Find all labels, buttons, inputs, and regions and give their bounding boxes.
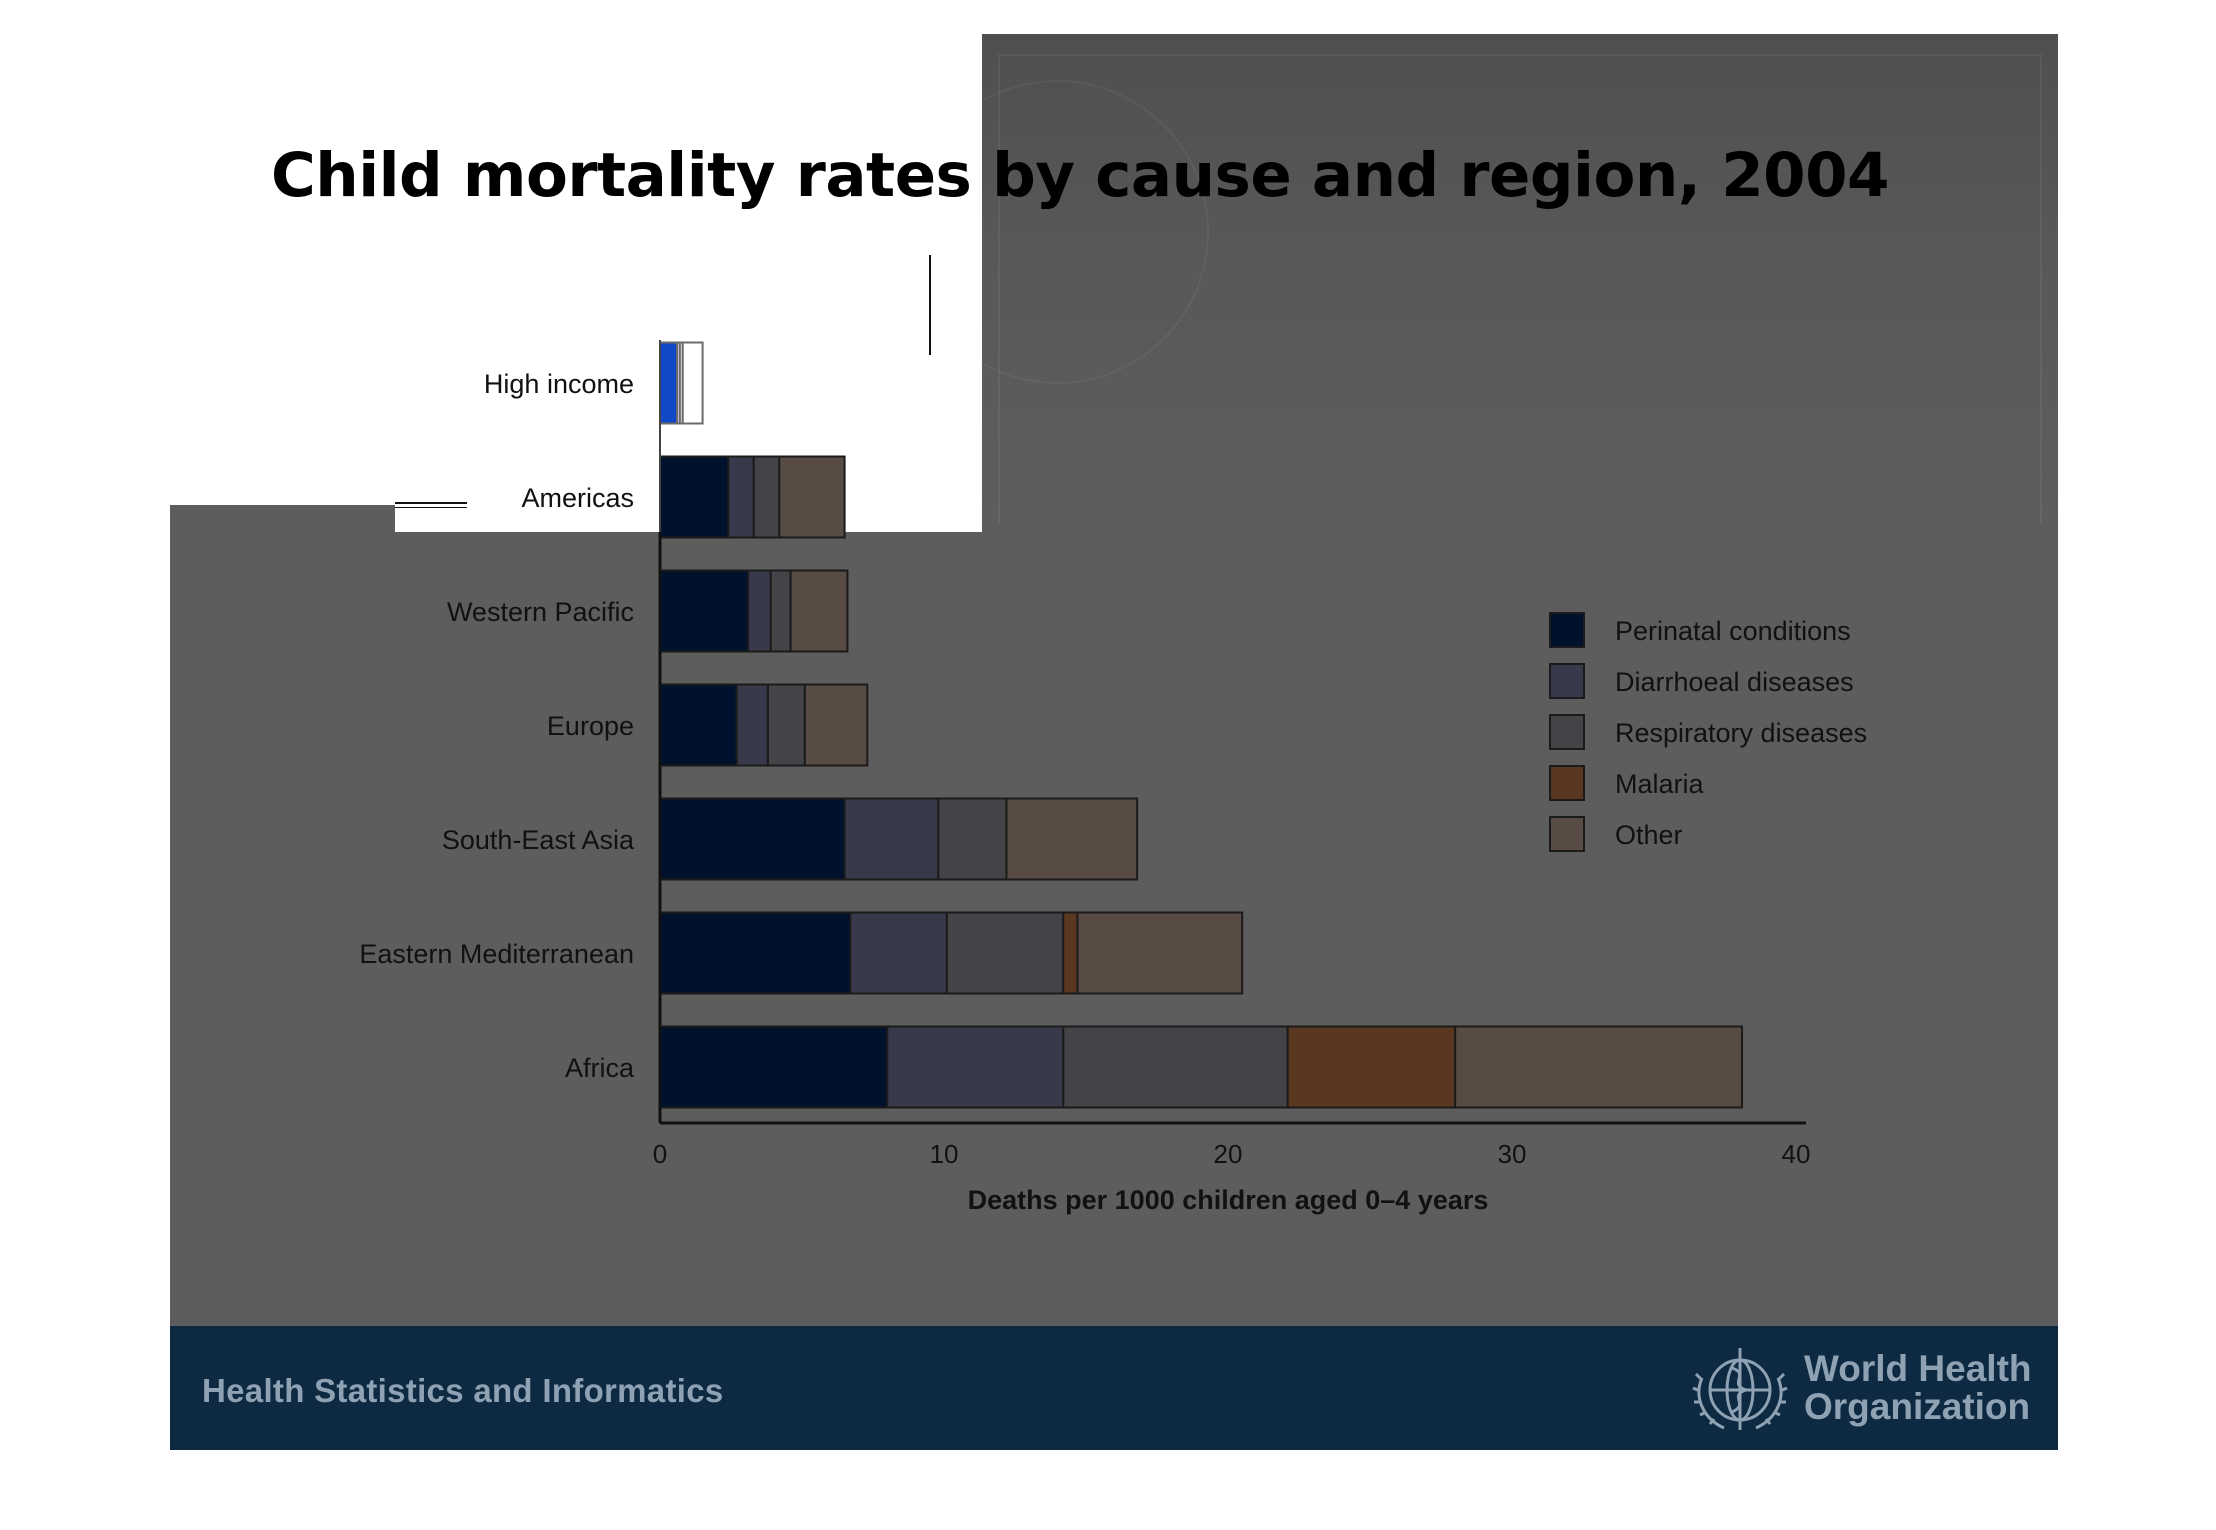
bar-segment xyxy=(659,341,679,425)
bar-segment xyxy=(769,569,792,653)
bar-segment xyxy=(1005,797,1139,881)
bar-segment xyxy=(747,569,772,653)
legend-swatch xyxy=(1549,765,1585,801)
bar-segment xyxy=(735,683,769,767)
who-name-line1: World Health xyxy=(1804,1348,2032,1389)
bar-segment xyxy=(789,569,849,653)
who-name: World Health Organization xyxy=(1804,1350,2032,1426)
bar-segment xyxy=(659,569,750,653)
x-tick-label: 40 xyxy=(1782,1139,1811,1169)
divider-line xyxy=(395,507,467,508)
who-name-line2: Organization xyxy=(1804,1386,2031,1427)
bar-segment xyxy=(778,455,846,539)
legend-label: Other xyxy=(1615,820,1683,850)
chart-bars: High income Americas Western Pacific Europe… xyxy=(359,341,1744,1109)
category-label: Africa xyxy=(565,1053,635,1083)
bar-segment xyxy=(752,455,781,539)
bar-segment xyxy=(659,1025,889,1109)
bar-segment xyxy=(1076,911,1244,995)
bar-segment xyxy=(1062,1025,1289,1109)
legend-label: Perinatal conditions xyxy=(1615,616,1851,646)
category-label: Eastern Mediterranean xyxy=(359,939,634,969)
divider-line xyxy=(395,502,467,504)
x-tick-label: 0 xyxy=(653,1139,667,1169)
white-overlay-notch xyxy=(930,352,982,532)
x-tick-label: 10 xyxy=(930,1139,959,1169)
legend-swatch xyxy=(1549,663,1585,699)
bar-segment xyxy=(937,797,1008,881)
legend-swatch xyxy=(1549,816,1585,852)
bar-segment xyxy=(945,911,1065,995)
who-emblem-icon xyxy=(1692,1348,1788,1430)
x-axis-title: Deaths per 1000 children aged 0–4 years xyxy=(968,1185,1489,1215)
page-title: Child mortality rates by cause and regio… xyxy=(271,140,1889,211)
footer-title: Health Statistics and Informatics xyxy=(202,1372,724,1409)
bar-segment xyxy=(886,1025,1065,1109)
bar-segment xyxy=(659,683,738,767)
bar-segment xyxy=(659,911,852,995)
chart-axis: 0 10 20 30 40 Deaths per 1000 children aged 0… xyxy=(653,340,1811,1215)
legend-label: Respiratory diseases xyxy=(1615,718,1867,748)
category-label: Americas xyxy=(521,483,634,513)
legend-swatch xyxy=(1549,714,1585,750)
x-tick-label: 30 xyxy=(1498,1139,1527,1169)
category-label: High income xyxy=(484,369,634,399)
bar-segment xyxy=(843,797,940,881)
bar-segment xyxy=(659,797,846,881)
bar-segment xyxy=(1454,1025,1744,1109)
category-label: Western Pacific xyxy=(447,597,634,627)
bar-segment xyxy=(803,683,869,767)
x-tick-label: 20 xyxy=(1214,1139,1243,1169)
category-label: South-East Asia xyxy=(442,825,635,855)
bar-segment xyxy=(1062,911,1079,995)
bar-segment xyxy=(681,341,704,425)
legend-swatch xyxy=(1549,612,1585,648)
bar-segment xyxy=(849,911,948,995)
bar-segment xyxy=(1286,1025,1457,1109)
category-label: Europe xyxy=(547,711,634,741)
bar-segment xyxy=(727,455,755,539)
divider-line xyxy=(929,255,931,355)
white-overlay xyxy=(170,34,982,505)
footer-bar: Health Statistics and Informatics World … xyxy=(170,1326,2058,1450)
bar-segment xyxy=(659,455,730,539)
bar-segment xyxy=(766,683,806,767)
chart-legend: Perinatal conditions Diarrhoeal diseases R… xyxy=(1549,612,1867,852)
legend-label: Malaria xyxy=(1615,769,1705,799)
legend-label: Diarrhoeal diseases xyxy=(1615,667,1854,697)
